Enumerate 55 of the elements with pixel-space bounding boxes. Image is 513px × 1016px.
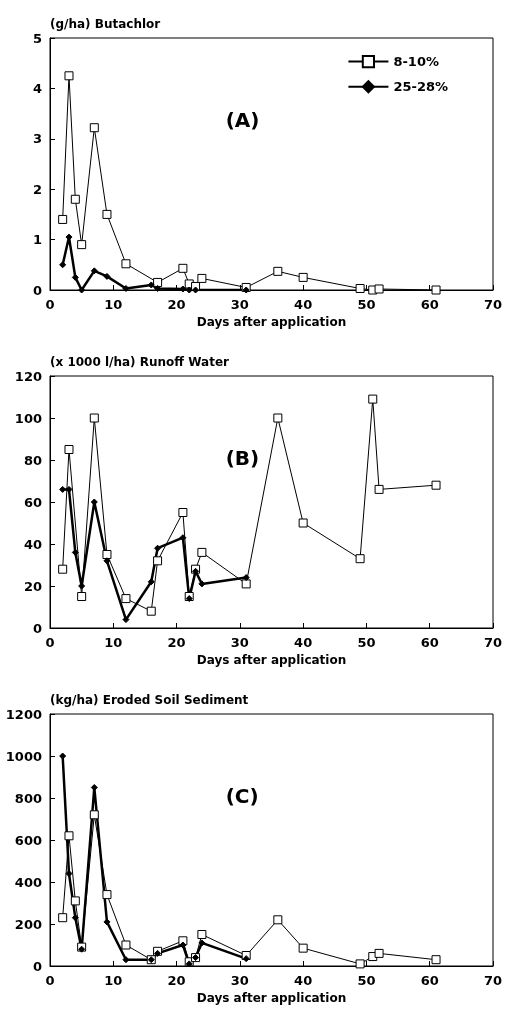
y-tick-label: 60 [23, 494, 42, 510]
x-tick-label: 40 [294, 635, 313, 650]
y-tick-label: 1 [32, 232, 42, 248]
y-tick-label: 400 [14, 874, 42, 890]
x-tick-label: 70 [483, 973, 503, 988]
x-tick-label: 0 [45, 297, 55, 312]
y-tick-label: 0 [32, 282, 42, 298]
y-tick-label: 100 [14, 410, 42, 426]
x-axis-title: Days after application [196, 990, 347, 1005]
x-tick-label: 60 [420, 297, 439, 312]
y-tick-label: 20 [23, 578, 42, 594]
x-tick-label: 20 [167, 297, 186, 312]
y-axis-title: (kg/ha) Eroded Soil Sediment [50, 693, 249, 707]
y-tick-label: 1000 [5, 748, 42, 764]
legend-label: 8-10% [393, 54, 439, 70]
x-tick-label: 0 [45, 635, 55, 650]
y-tick-label: 2 [32, 181, 42, 197]
x-tick-label: 30 [230, 973, 249, 988]
y-axis-title: (g/ha) Butachlor [50, 17, 161, 31]
x-axis-title: Days after application [196, 652, 347, 667]
x-tick-label: 50 [357, 297, 376, 312]
x-tick-label: 10 [104, 297, 123, 312]
y-tick-label: 800 [14, 790, 42, 806]
x-tick-label: 60 [420, 635, 439, 650]
x-axis-title: Days after application [196, 314, 347, 329]
x-tick-label: 40 [294, 297, 313, 312]
y-tick-label: 0 [32, 958, 42, 974]
x-tick-label: 10 [104, 635, 123, 650]
y-tick-label: 3 [32, 131, 42, 147]
y-tick-label: 120 [14, 368, 42, 384]
annotation: (A) [225, 108, 260, 132]
legend-label: 25-28% [393, 79, 449, 95]
x-tick-label: 20 [167, 973, 186, 988]
y-tick-label: 200 [14, 916, 42, 932]
annotation: (B) [225, 446, 260, 470]
x-tick-label: 30 [230, 297, 249, 312]
y-tick-label: 80 [23, 452, 42, 468]
y-tick-label: 0 [32, 620, 42, 636]
y-tick-label: 5 [32, 30, 42, 46]
x-tick-label: 50 [357, 973, 376, 988]
y-tick-label: 40 [23, 536, 42, 552]
x-tick-label: 60 [420, 973, 439, 988]
x-tick-label: 10 [104, 973, 123, 988]
y-tick-label: 600 [14, 832, 42, 848]
x-tick-label: 70 [483, 297, 503, 312]
y-axis-title: (x 1000 l/ha) Runoff Water [50, 355, 230, 369]
x-tick-label: 0 [45, 973, 55, 988]
y-tick-label: 1200 [5, 706, 42, 722]
x-tick-label: 40 [294, 973, 313, 988]
annotation: (C) [225, 784, 259, 808]
x-tick-label: 30 [230, 635, 249, 650]
x-tick-label: 20 [167, 635, 186, 650]
x-tick-label: 50 [357, 635, 376, 650]
y-tick-label: 4 [32, 80, 42, 96]
x-tick-label: 70 [483, 635, 503, 650]
